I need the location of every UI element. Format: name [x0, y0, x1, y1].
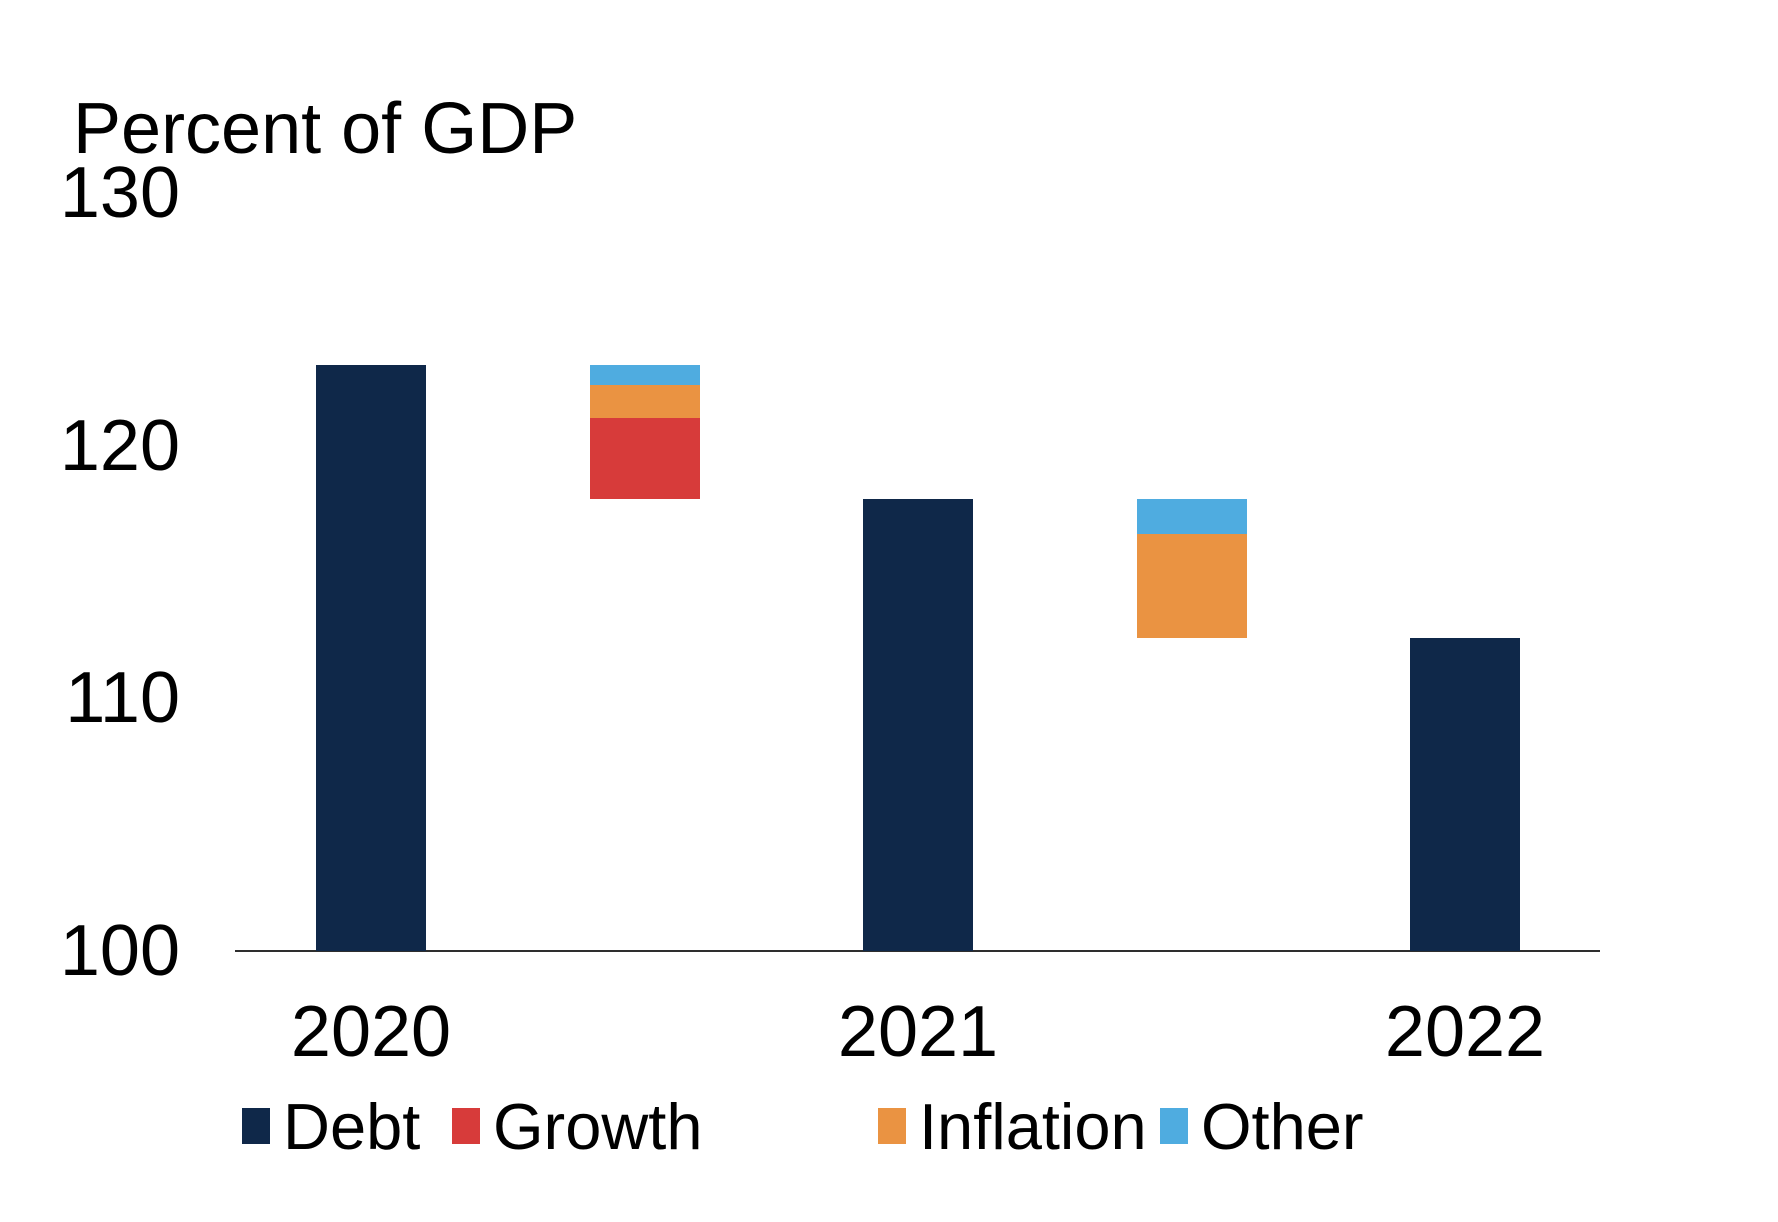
y-axis-tick-130: 130 [59, 153, 180, 233]
bar-debt-2022 [1410, 637, 1520, 951]
legend-label-debt: Debt [283, 1089, 421, 1163]
legend-label-other: Other [1201, 1089, 1364, 1163]
segment-other-2020-2021 [590, 364, 700, 386]
legend-label-growth: Growth [493, 1089, 703, 1163]
legend-label-inflation: Inflation [919, 1089, 1147, 1163]
legend-item-debt: Debt [242, 1093, 420, 1159]
x-axis-label-2020: 2020 [290, 992, 452, 1072]
segment-growth-2020-2021 [590, 417, 700, 499]
bar-debt-2020 [316, 364, 426, 951]
x-axis-line [235, 950, 1600, 952]
legend-swatch-other [1160, 1108, 1188, 1144]
segment-inflation-2020-2021 [590, 385, 700, 418]
segment-other-2021-2022 [1137, 498, 1247, 535]
y-axis-tick-120: 120 [59, 405, 180, 486]
legend-swatch-debt [242, 1108, 270, 1144]
legend-item-growth: Growth [452, 1093, 703, 1159]
legend-swatch-growth [452, 1108, 480, 1144]
bar-debt-2021 [863, 498, 973, 951]
legend-swatch-inflation [878, 1108, 906, 1144]
segment-inflation-2021-2022 [1137, 534, 1247, 638]
x-axis-label-2022: 2022 [1384, 992, 1546, 1072]
x-axis-label-2021: 2021 [837, 992, 999, 1072]
legend-item-inflation: Inflation [878, 1093, 1147, 1159]
chart-title: Percent of GDP [73, 89, 578, 169]
y-axis-tick-110: 110 [65, 658, 180, 739]
legend-item-other: Other [1160, 1093, 1364, 1159]
y-axis-tick-100: 100 [59, 911, 180, 991]
